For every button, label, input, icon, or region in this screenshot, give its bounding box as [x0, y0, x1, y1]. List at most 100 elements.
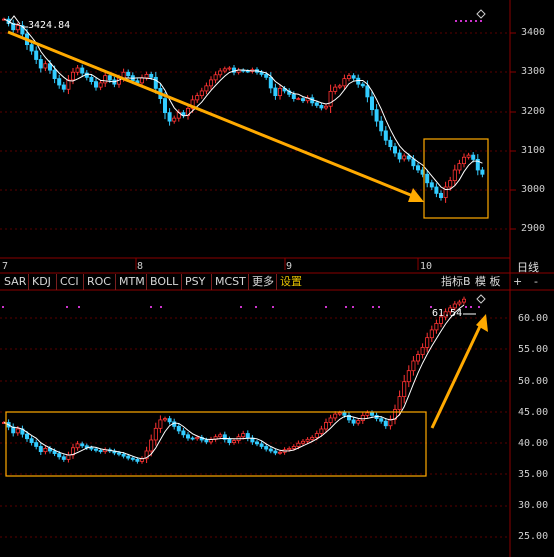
price-candle[interactable]: [52, 69, 57, 80]
indicator-candle[interactable]: [452, 303, 457, 309]
indicator-candle[interactable]: [351, 419, 356, 424]
indicator-candle[interactable]: [314, 433, 319, 438]
price-candle[interactable]: [475, 158, 480, 171]
top-diamond-icon[interactable]: [476, 9, 486, 19]
indicator-candle[interactable]: [144, 450, 149, 460]
indicator-tab-boll[interactable]: BOLL: [150, 275, 179, 288]
indicator-candle[interactable]: [365, 412, 370, 416]
indicator-candle[interactable]: [149, 439, 154, 452]
indicator-candle[interactable]: [434, 323, 439, 331]
price-candle[interactable]: [172, 117, 177, 122]
indicator-candle[interactable]: [204, 439, 209, 443]
price-candle[interactable]: [57, 78, 62, 86]
indicator-candle[interactable]: [231, 440, 236, 443]
price-candle[interactable]: [333, 86, 338, 92]
price-candle[interactable]: [80, 67, 85, 74]
indicator-candle[interactable]: [218, 434, 223, 438]
indicator-candle[interactable]: [52, 450, 57, 454]
indicator-candle[interactable]: [126, 455, 131, 459]
indicator-candle[interactable]: [241, 433, 246, 438]
price-candle[interactable]: [328, 90, 333, 107]
price-candle[interactable]: [397, 152, 402, 160]
indicator-candle[interactable]: [397, 396, 402, 410]
indicator-candle[interactable]: [323, 422, 328, 430]
indicator-candle[interactable]: [94, 448, 99, 451]
price-candle[interactable]: [360, 83, 365, 87]
price-candle[interactable]: [323, 105, 328, 109]
indicator-candle[interactable]: [80, 443, 85, 447]
indicator-candle[interactable]: [89, 447, 94, 450]
indicator-candle[interactable]: [383, 420, 388, 427]
indicator-candle[interactable]: [15, 428, 20, 434]
price-candle[interactable]: [356, 77, 361, 85]
price-candle[interactable]: [61, 84, 66, 90]
price-candle[interactable]: [149, 73, 154, 78]
price-candle[interactable]: [89, 76, 94, 82]
price-candle[interactable]: [365, 85, 370, 98]
indicator-candle[interactable]: [43, 447, 48, 453]
indicator-candle[interactable]: [333, 413, 338, 419]
price-candle[interactable]: [337, 85, 342, 88]
indicator-tab-mcst[interactable]: MCST: [215, 275, 246, 288]
indicator-candle[interactable]: [273, 450, 278, 454]
indicator-candle[interactable]: [277, 451, 282, 454]
indicator-candle[interactable]: [420, 346, 425, 355]
price-candle[interactable]: [66, 79, 71, 90]
price-candle[interactable]: [153, 76, 158, 89]
price-candle[interactable]: [425, 173, 430, 184]
indicator-candle[interactable]: [29, 438, 34, 443]
indicator-candle[interactable]: [185, 434, 190, 439]
price-candle[interactable]: [480, 169, 485, 175]
indicator-candle[interactable]: [310, 436, 315, 440]
price-candle[interactable]: [98, 82, 103, 88]
indicator-candle[interactable]: [457, 301, 462, 305]
indicator-tab-kdj[interactable]: KDJ: [32, 275, 51, 288]
indicator-candle[interactable]: [259, 443, 264, 447]
price-candle[interactable]: [218, 70, 223, 76]
price-candle[interactable]: [139, 77, 144, 84]
price-candle[interactable]: [213, 74, 218, 81]
price-candle[interactable]: [374, 109, 379, 122]
price-candle[interactable]: [126, 71, 131, 77]
indicator-candles[interactable]: [2, 296, 466, 464]
indicator-tab-cci[interactable]: CCI: [60, 275, 79, 288]
price-candle[interactable]: [379, 120, 384, 132]
indicator-candle[interactable]: [461, 298, 466, 303]
indicator-candle[interactable]: [167, 418, 172, 423]
indicator-candle[interactable]: [360, 414, 365, 421]
indicator-candle[interactable]: [415, 354, 420, 362]
indicator-candle[interactable]: [254, 441, 259, 445]
indicator-tab-psy[interactable]: PSY: [185, 275, 206, 288]
price-candle[interactable]: [300, 98, 305, 102]
indicator-tab-sar[interactable]: SAR: [4, 275, 27, 288]
price-candle[interactable]: [103, 75, 108, 84]
indicator-candle[interactable]: [24, 433, 29, 440]
indicator-candle[interactable]: [402, 381, 407, 397]
price-candle[interactable]: [383, 130, 388, 141]
price-candle[interactable]: [411, 158, 416, 167]
price-candle[interactable]: [415, 165, 420, 171]
indicator-candle[interactable]: [98, 449, 103, 453]
price-candle[interactable]: [346, 75, 351, 80]
price-candle[interactable]: [231, 67, 236, 73]
indicator-candle[interactable]: [425, 337, 430, 348]
indicator-candle[interactable]: [222, 434, 227, 440]
indicator-candle[interactable]: [346, 414, 351, 421]
price-candle[interactable]: [388, 139, 393, 148]
indicator-b-button[interactable]: 指标B: [441, 275, 471, 288]
indicator-candle[interactable]: [176, 425, 181, 432]
indicator-candle[interactable]: [181, 430, 186, 436]
price-candle[interactable]: [117, 77, 122, 85]
price-candle[interactable]: [438, 192, 443, 199]
period-button[interactable]: 日线: [517, 261, 539, 274]
indicator-candle[interactable]: [406, 370, 411, 383]
price-candle[interactable]: [222, 68, 227, 72]
price-candle[interactable]: [319, 105, 324, 109]
indicator-candle[interactable]: [34, 442, 39, 447]
price-candle[interactable]: [471, 154, 476, 160]
indicator-candle[interactable]: [162, 418, 167, 421]
price-candle[interactable]: [291, 93, 296, 99]
price-candle[interactable]: [29, 44, 34, 52]
indicator-candle[interactable]: [153, 427, 158, 441]
price-candle[interactable]: [190, 99, 195, 109]
